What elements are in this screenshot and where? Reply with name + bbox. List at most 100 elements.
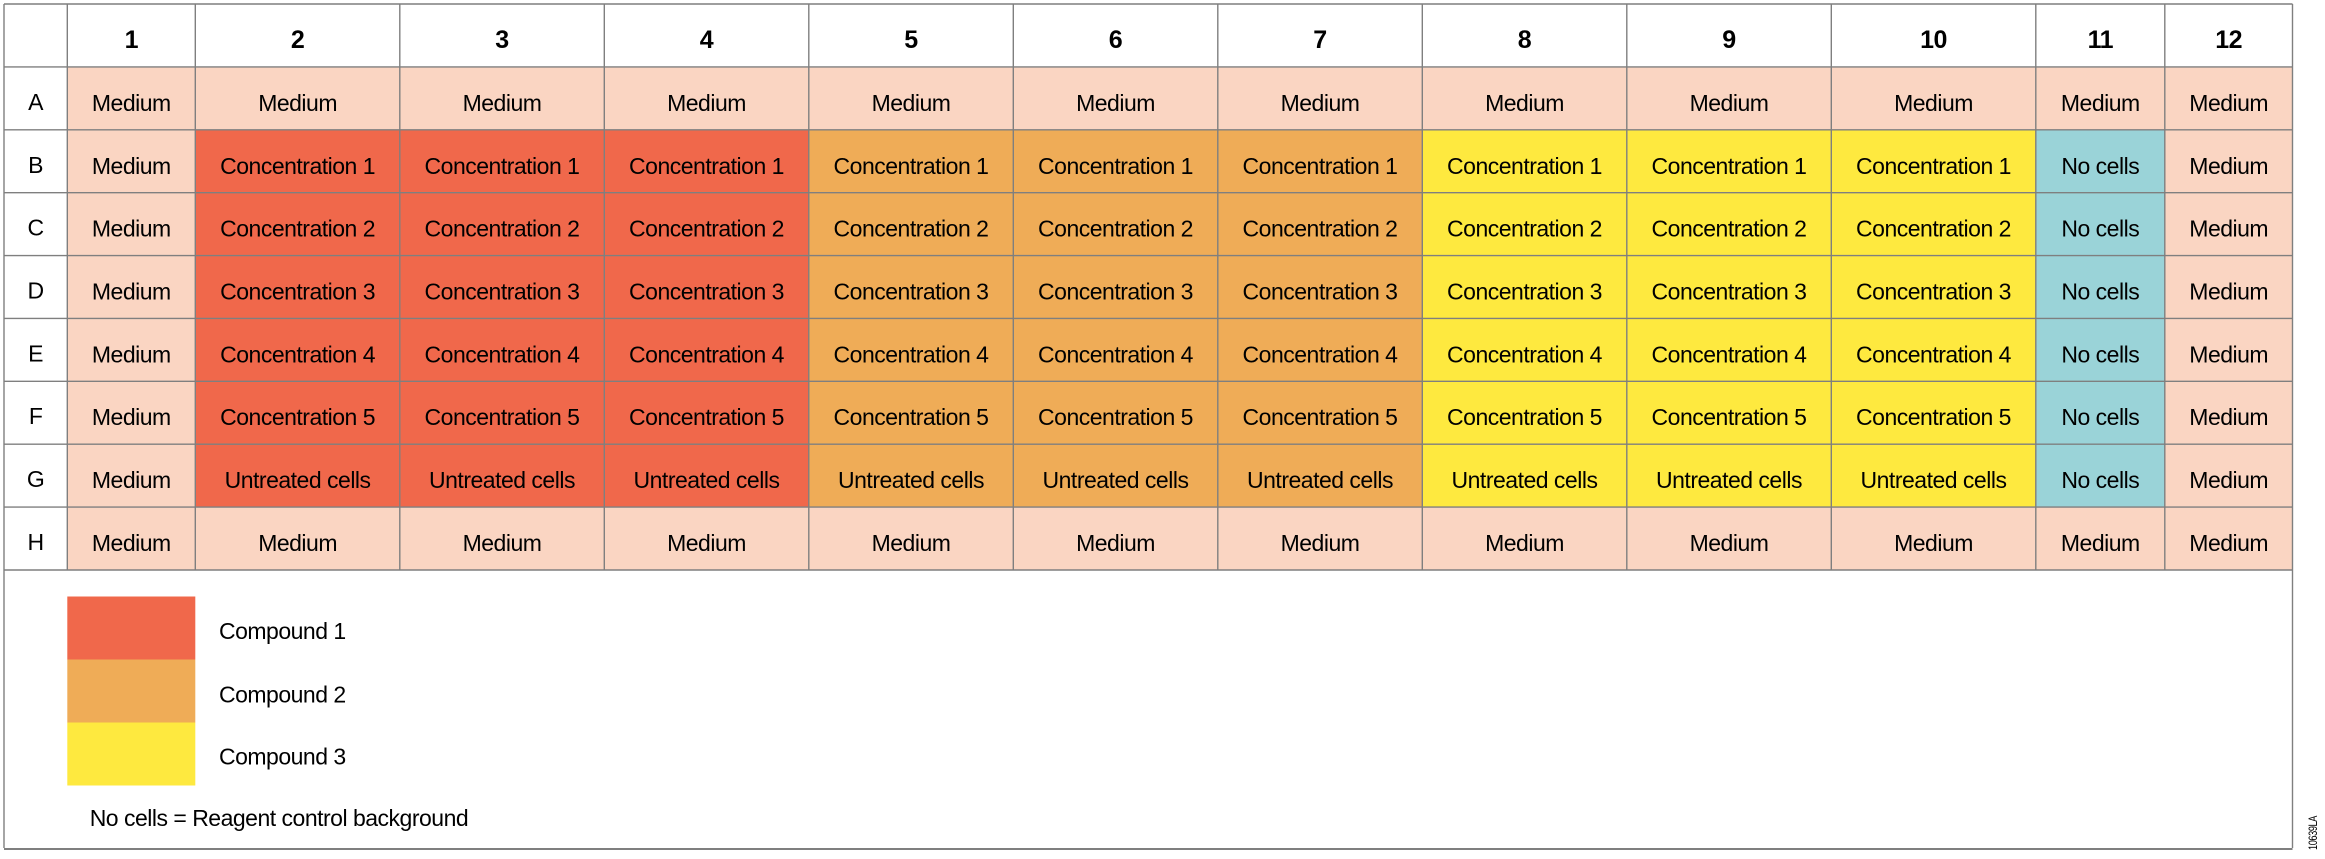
svg-text:Untreated cells: Untreated cells xyxy=(634,467,780,493)
svg-text:Medium: Medium xyxy=(1894,530,1973,556)
svg-text:10: 10 xyxy=(1920,26,1947,54)
svg-text:Medium: Medium xyxy=(463,530,542,556)
svg-text:10639LA: 10639LA xyxy=(2306,816,2320,850)
svg-text:Concentration 5: Concentration 5 xyxy=(1652,404,1807,430)
svg-text:Medium: Medium xyxy=(92,404,171,430)
svg-text:Medium: Medium xyxy=(92,216,171,242)
svg-text:3: 3 xyxy=(495,26,508,54)
svg-text:Concentration 4: Concentration 4 xyxy=(425,341,581,367)
svg-text:Untreated cells: Untreated cells xyxy=(838,467,984,493)
svg-text:Medium: Medium xyxy=(1281,530,1360,556)
svg-text:Untreated cells: Untreated cells xyxy=(1656,467,1802,493)
svg-text:4: 4 xyxy=(700,26,714,54)
svg-text:Medium: Medium xyxy=(872,90,951,116)
svg-text:Concentration 3: Concentration 3 xyxy=(1243,279,1398,305)
svg-text:Medium: Medium xyxy=(92,467,171,493)
svg-text:Concentration 1: Concentration 1 xyxy=(1652,153,1807,179)
svg-text:Concentration 4: Concentration 4 xyxy=(220,341,376,367)
svg-text:Medium: Medium xyxy=(2189,279,2268,305)
svg-text:Concentration 1: Concentration 1 xyxy=(220,153,375,179)
svg-text:Medium: Medium xyxy=(92,341,171,367)
svg-text:D: D xyxy=(28,278,44,304)
svg-text:Concentration 4: Concentration 4 xyxy=(1243,341,1399,367)
svg-text:Medium: Medium xyxy=(1076,530,1155,556)
svg-text:Concentration 2: Concentration 2 xyxy=(629,216,784,242)
svg-text:Untreated cells: Untreated cells xyxy=(1452,467,1598,493)
svg-text:Medium: Medium xyxy=(92,530,171,556)
svg-text:Concentration 3: Concentration 3 xyxy=(834,279,989,305)
svg-text:No cells: No cells xyxy=(2061,341,2139,367)
svg-text:12: 12 xyxy=(2215,26,2242,54)
svg-text:Untreated cells: Untreated cells xyxy=(1043,467,1189,493)
svg-text:Compound 2: Compound 2 xyxy=(219,682,346,708)
svg-text:E: E xyxy=(28,340,43,366)
svg-text:A: A xyxy=(28,89,44,115)
svg-text:Medium: Medium xyxy=(667,530,746,556)
svg-text:Medium: Medium xyxy=(1281,90,1360,116)
svg-text:No cells: No cells xyxy=(2061,404,2139,430)
svg-text:Medium: Medium xyxy=(92,279,171,305)
svg-text:Compound 3: Compound 3 xyxy=(219,744,346,770)
svg-text:Concentration 1: Concentration 1 xyxy=(1447,153,1602,179)
svg-text:Concentration 5: Concentration 5 xyxy=(834,404,989,430)
svg-text:Concentration 2: Concentration 2 xyxy=(834,216,989,242)
svg-text:Concentration 1: Concentration 1 xyxy=(834,153,989,179)
svg-text:Concentration 3: Concentration 3 xyxy=(220,279,375,305)
svg-text:Medium: Medium xyxy=(667,90,746,116)
svg-text:Concentration 1: Concentration 1 xyxy=(1038,153,1193,179)
svg-text:Concentration 5: Concentration 5 xyxy=(1243,404,1398,430)
svg-text:Medium: Medium xyxy=(1894,90,1973,116)
svg-text:C: C xyxy=(28,215,44,241)
svg-text:Concentration 5: Concentration 5 xyxy=(425,404,580,430)
svg-text:Concentration 2: Concentration 2 xyxy=(1856,216,2011,242)
svg-text:Medium: Medium xyxy=(258,530,337,556)
svg-text:Medium: Medium xyxy=(1690,530,1769,556)
svg-text:Concentration 3: Concentration 3 xyxy=(425,279,580,305)
svg-text:F: F xyxy=(29,403,43,429)
svg-text:G: G xyxy=(27,466,44,492)
svg-text:No cells: No cells xyxy=(2061,279,2139,305)
svg-text:Concentration 1: Concentration 1 xyxy=(425,153,580,179)
svg-text:Medium: Medium xyxy=(2189,90,2268,116)
svg-text:Concentration 3: Concentration 3 xyxy=(1856,279,2011,305)
svg-text:5: 5 xyxy=(904,26,918,54)
svg-text:Concentration 5: Concentration 5 xyxy=(1038,404,1193,430)
svg-text:Concentration 1: Concentration 1 xyxy=(629,153,784,179)
svg-text:1: 1 xyxy=(125,26,139,54)
svg-text:Concentration 2: Concentration 2 xyxy=(425,216,580,242)
svg-text:Concentration 5: Concentration 5 xyxy=(1856,404,2011,430)
svg-text:Medium: Medium xyxy=(2189,153,2268,179)
svg-text:Concentration 3: Concentration 3 xyxy=(1038,279,1193,305)
svg-text:Medium: Medium xyxy=(2189,530,2268,556)
svg-text:Medium: Medium xyxy=(1076,90,1155,116)
svg-text:Medium: Medium xyxy=(2061,530,2140,556)
svg-text:Concentration 4: Concentration 4 xyxy=(1856,341,2012,367)
svg-text:Concentration 3: Concentration 3 xyxy=(1652,279,1807,305)
svg-text:Concentration 2: Concentration 2 xyxy=(1243,216,1398,242)
svg-text:Concentration 2: Concentration 2 xyxy=(220,216,375,242)
svg-text:Concentration 3: Concentration 3 xyxy=(629,279,784,305)
svg-text:Untreated cells: Untreated cells xyxy=(1861,467,2007,493)
svg-text:Concentration 2: Concentration 2 xyxy=(1447,216,1602,242)
svg-text:Concentration 5: Concentration 5 xyxy=(220,404,375,430)
svg-text:Medium: Medium xyxy=(1690,90,1769,116)
svg-text:6: 6 xyxy=(1109,26,1122,54)
svg-text:8: 8 xyxy=(1518,26,1532,54)
svg-text:No cells: No cells xyxy=(2061,216,2139,242)
svg-text:Concentration 5: Concentration 5 xyxy=(629,404,784,430)
svg-text:Concentration 4: Concentration 4 xyxy=(1038,341,1194,367)
svg-text:Concentration 4: Concentration 4 xyxy=(629,341,785,367)
svg-text:Concentration 1: Concentration 1 xyxy=(1243,153,1398,179)
svg-text:Medium: Medium xyxy=(872,530,951,556)
svg-text:Medium: Medium xyxy=(2189,216,2268,242)
svg-text:Concentration 4: Concentration 4 xyxy=(1447,341,1603,367)
svg-text:Compound 1: Compound 1 xyxy=(219,618,346,644)
svg-text:Untreated cells: Untreated cells xyxy=(429,467,575,493)
svg-text:Untreated cells: Untreated cells xyxy=(1247,467,1393,493)
svg-text:Concentration 1: Concentration 1 xyxy=(1856,153,2011,179)
svg-text:H: H xyxy=(28,529,44,555)
svg-text:2: 2 xyxy=(291,26,304,54)
svg-text:Concentration 5: Concentration 5 xyxy=(1447,404,1602,430)
svg-text:Concentration 3: Concentration 3 xyxy=(1447,279,1602,305)
svg-text:Medium: Medium xyxy=(92,153,171,179)
